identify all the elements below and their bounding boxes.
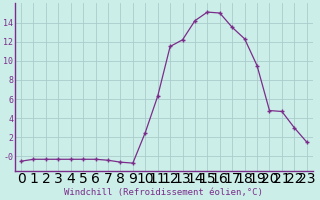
X-axis label: Windchill (Refroidissement éolien,°C): Windchill (Refroidissement éolien,°C)	[64, 188, 263, 197]
